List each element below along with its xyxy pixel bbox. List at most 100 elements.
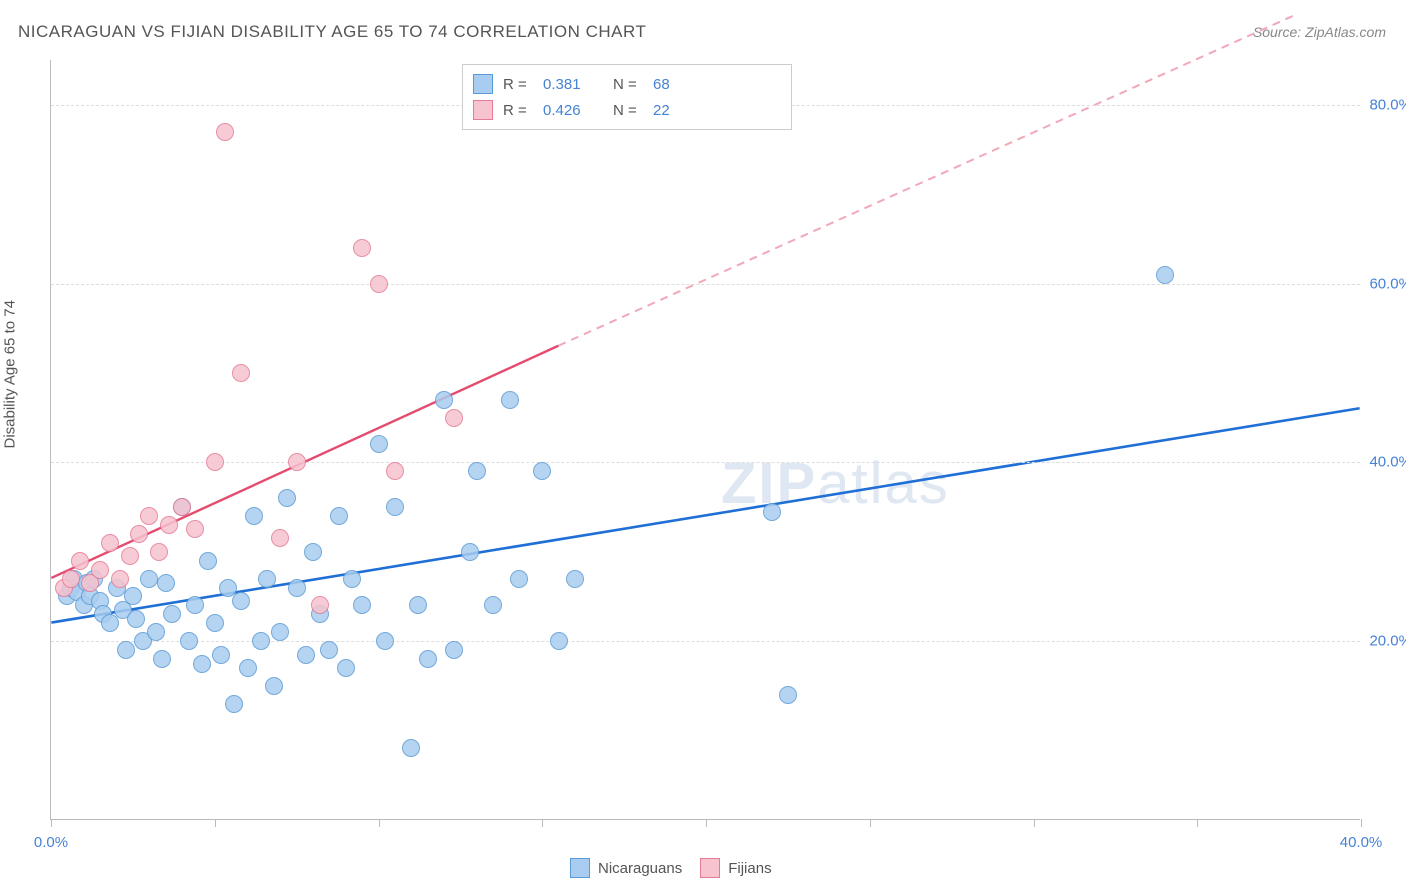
data-point xyxy=(550,632,568,650)
data-point xyxy=(370,275,388,293)
chart-container: NICARAGUAN VS FIJIAN DISABILITY AGE 65 T… xyxy=(0,0,1406,892)
gridline-horizontal xyxy=(51,284,1360,285)
data-point xyxy=(763,503,781,521)
data-point xyxy=(160,516,178,534)
x-tick xyxy=(870,819,871,827)
data-point xyxy=(445,409,463,427)
x-tick xyxy=(706,819,707,827)
data-point xyxy=(225,695,243,713)
x-tick-label: 40.0% xyxy=(1340,834,1383,851)
data-point xyxy=(402,739,420,757)
data-point xyxy=(186,596,204,614)
legend-n-value: 68 xyxy=(653,76,713,93)
legend-series-item: Fijians xyxy=(700,858,771,878)
legend-swatch xyxy=(570,858,590,878)
data-point xyxy=(101,614,119,632)
data-point xyxy=(111,570,129,588)
plot-area: ZIPatlas 20.0%40.0%60.0%80.0%0.0%40.0% xyxy=(50,60,1360,820)
legend-stats-row: R =0.426N =22 xyxy=(473,97,781,123)
data-point xyxy=(271,623,289,641)
data-point xyxy=(173,498,191,516)
data-point xyxy=(343,570,361,588)
data-point xyxy=(127,610,145,628)
legend-r-value: 0.381 xyxy=(543,76,603,93)
data-point xyxy=(288,453,306,471)
data-point xyxy=(501,391,519,409)
legend-n-label: N = xyxy=(613,76,643,93)
data-point xyxy=(130,525,148,543)
data-point xyxy=(533,462,551,480)
data-point xyxy=(258,570,276,588)
data-point xyxy=(101,534,119,552)
data-point xyxy=(163,605,181,623)
data-point xyxy=(409,596,427,614)
legend-swatch xyxy=(473,74,493,94)
data-point xyxy=(779,686,797,704)
x-tick xyxy=(1361,819,1362,827)
legend-series-label: Nicaraguans xyxy=(598,860,682,877)
x-tick xyxy=(215,819,216,827)
data-point xyxy=(232,364,250,382)
data-point xyxy=(121,547,139,565)
legend-n-value: 22 xyxy=(653,102,713,119)
x-tick-label: 0.0% xyxy=(34,834,68,851)
data-point xyxy=(304,543,322,561)
legend-r-value: 0.426 xyxy=(543,102,603,119)
data-point xyxy=(91,561,109,579)
x-tick xyxy=(379,819,380,827)
data-point xyxy=(435,391,453,409)
x-tick xyxy=(51,819,52,827)
data-point xyxy=(199,552,217,570)
data-point xyxy=(278,489,296,507)
data-point xyxy=(124,587,142,605)
data-point xyxy=(157,574,175,592)
data-point xyxy=(353,596,371,614)
data-point xyxy=(386,462,404,480)
data-point xyxy=(353,239,371,257)
data-point xyxy=(232,592,250,610)
gridline-horizontal xyxy=(51,641,1360,642)
x-tick xyxy=(1034,819,1035,827)
legend-swatch xyxy=(700,858,720,878)
data-point xyxy=(419,650,437,668)
data-point xyxy=(71,552,89,570)
legend-r-label: R = xyxy=(503,76,533,93)
data-point xyxy=(271,529,289,547)
data-point xyxy=(239,659,257,677)
data-point xyxy=(484,596,502,614)
data-point xyxy=(461,543,479,561)
chart-title: NICARAGUAN VS FIJIAN DISABILITY AGE 65 T… xyxy=(18,22,646,42)
data-point xyxy=(566,570,584,588)
data-point xyxy=(216,123,234,141)
data-point xyxy=(186,520,204,538)
trend-lines-layer xyxy=(51,60,1360,819)
legend-series-label: Fijians xyxy=(728,860,771,877)
gridline-horizontal xyxy=(51,462,1360,463)
data-point xyxy=(153,650,171,668)
data-point xyxy=(147,623,165,641)
data-point xyxy=(206,453,224,471)
data-point xyxy=(193,655,211,673)
legend-series: Nicaraguans Fijians xyxy=(570,858,772,878)
x-tick xyxy=(542,819,543,827)
data-point xyxy=(468,462,486,480)
data-point xyxy=(370,435,388,453)
data-point xyxy=(445,641,463,659)
x-tick xyxy=(1197,819,1198,827)
data-point xyxy=(330,507,348,525)
data-point xyxy=(252,632,270,650)
y-tick-label: 60.0% xyxy=(1369,275,1406,292)
legend-stats-row: R = 0.381 N = 68 xyxy=(473,71,781,97)
data-point xyxy=(376,632,394,650)
data-point xyxy=(510,570,528,588)
source-attribution: Source: ZipAtlas.com xyxy=(1253,24,1386,40)
data-point xyxy=(180,632,198,650)
data-point xyxy=(206,614,224,632)
y-tick-label: 20.0% xyxy=(1369,633,1406,650)
data-point xyxy=(337,659,355,677)
data-point xyxy=(320,641,338,659)
data-point xyxy=(311,596,329,614)
data-point xyxy=(1156,266,1174,284)
data-point xyxy=(265,677,283,695)
data-point xyxy=(117,641,135,659)
